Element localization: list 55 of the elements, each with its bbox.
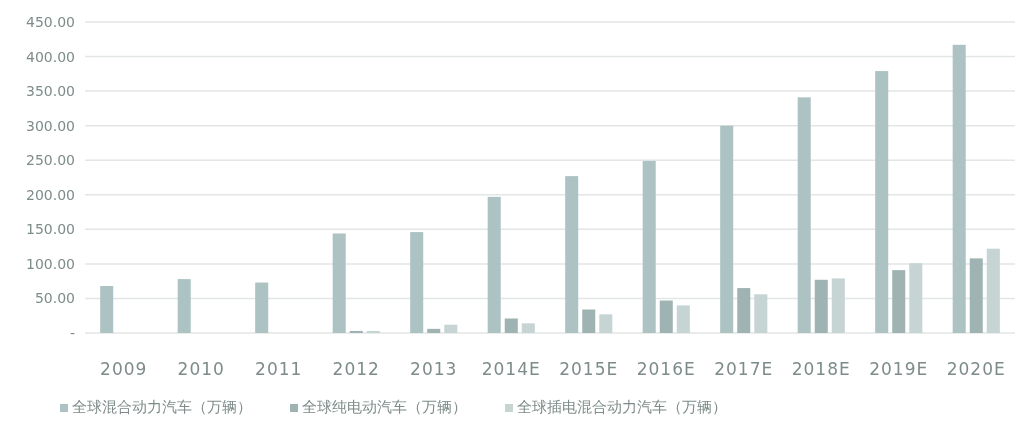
bar (720, 125, 734, 333)
bar (952, 44, 966, 333)
x-tick-label: 2017E (714, 359, 774, 379)
bar (737, 288, 751, 333)
bar (875, 71, 889, 333)
bar (909, 263, 923, 333)
bar (599, 314, 613, 333)
y-tick-label: 250.00 (26, 152, 75, 169)
y-tick-label: 100.00 (26, 255, 75, 272)
bar (177, 279, 191, 333)
bar (366, 330, 380, 333)
bar (487, 196, 501, 333)
x-tick-label: 2013 (410, 359, 458, 379)
legend-label: 全球插电混合动力汽车（万辆） (517, 398, 727, 416)
bar (349, 330, 363, 333)
bar (427, 328, 441, 333)
bar (255, 282, 269, 333)
x-tick-label: 2016E (636, 359, 696, 379)
legend-label: 全球混合动力汽车（万辆） (72, 398, 252, 416)
x-tick-label: 2019E (869, 359, 929, 379)
y-tick-label: 300.00 (26, 117, 75, 134)
x-tick-label: 2011 (255, 359, 303, 379)
x-tick-label: 2014E (481, 359, 541, 379)
y-tick-label: - (69, 325, 75, 341)
x-tick-label: 2010 (177, 359, 225, 379)
bar (332, 233, 346, 333)
x-tick-label: 2009 (100, 359, 148, 379)
bar (814, 279, 828, 333)
bar (892, 270, 906, 333)
bar (100, 286, 114, 333)
x-tick-label: 2018E (791, 359, 851, 379)
bar (969, 258, 983, 333)
bar (504, 318, 518, 333)
bar (659, 300, 673, 333)
bar (444, 324, 458, 333)
bar (797, 97, 811, 333)
y-tick-label: 200.00 (26, 186, 75, 203)
y-tick-label: 350.00 (26, 83, 75, 100)
y-tick-label: 450.00 (26, 14, 75, 30)
x-tick-label: 2015E (559, 359, 619, 379)
y-tick-label: 150.00 (26, 221, 75, 238)
bar (754, 294, 768, 333)
y-tick-label: 50.00 (34, 290, 75, 307)
bar (986, 248, 1000, 333)
x-tick-label: 2012 (332, 359, 380, 379)
bar (582, 309, 596, 333)
legend-label: 全球纯电动汽车（万辆） (302, 398, 467, 416)
bar (565, 176, 579, 333)
bar (410, 232, 424, 333)
x-tick-label: 2020E (946, 359, 1006, 379)
bar (521, 323, 535, 333)
bar (642, 160, 656, 333)
y-tick-label: 400.00 (26, 48, 75, 65)
bar (831, 278, 845, 333)
bar (676, 305, 690, 333)
